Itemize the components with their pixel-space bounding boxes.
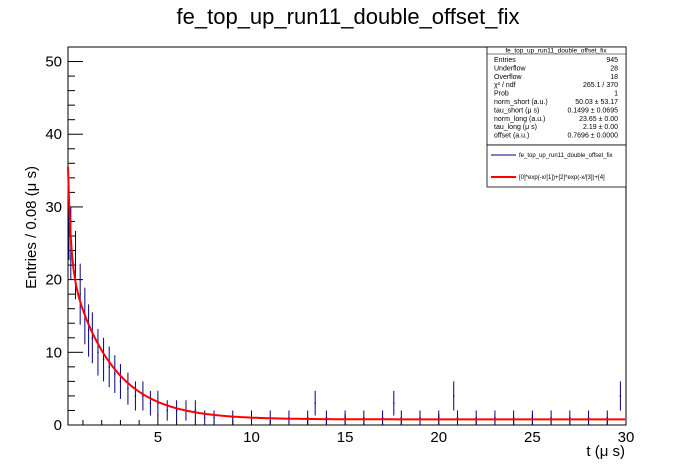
data-point	[194, 400, 197, 421]
y-axis-title: Entries / 0.08 (μ s)	[23, 166, 40, 289]
legend: fe_top_up_run11_double_offset_fix [0]*ex…	[486, 144, 627, 188]
stats-row-label: norm_short (a.u.)	[494, 99, 548, 106]
data-point	[400, 410, 403, 425]
data-point	[175, 400, 178, 421]
stats-row-label: χ² / ndf	[494, 82, 516, 89]
data-point	[438, 410, 440, 425]
stats-row-value: 265.1 / 370	[583, 82, 618, 89]
data-point	[587, 410, 590, 425]
stats-row-value: 0.1499 ± 0.0695	[567, 107, 618, 114]
stats-row-label: Entries	[494, 57, 516, 64]
data-point	[381, 410, 384, 425]
stats-row-value: 0.7696 ± 0.0000	[567, 133, 618, 140]
x-tick-label: 15	[337, 429, 354, 446]
data-point	[149, 390, 152, 416]
data-point	[452, 381, 455, 411]
x-tick-label: 10	[243, 429, 260, 446]
stats-box-title: fe_top_up_run11_double_offset_fix	[505, 48, 607, 55]
data-point	[475, 410, 477, 425]
stats-row-value: 2.19 ± 0.00	[583, 124, 618, 131]
data-point	[91, 312, 94, 364]
data-point	[213, 410, 215, 425]
x-tick-label: 20	[430, 429, 447, 446]
stats-row-label: offset (a.u.)	[494, 133, 529, 140]
x-tick-label: 25	[524, 429, 541, 446]
data-point	[114, 355, 116, 394]
stats-row-label: Overflow	[494, 74, 523, 81]
data-point	[314, 390, 316, 416]
stats-row-value: 18	[610, 74, 618, 81]
data-point	[512, 410, 515, 425]
y-tick-label: 50	[45, 54, 62, 71]
y-tick-label: 0	[54, 417, 62, 434]
data-point	[325, 410, 328, 425]
stats-row-label: tau_short (μ s)	[494, 107, 539, 114]
data-point	[102, 337, 105, 382]
data-point	[306, 410, 309, 425]
stats-row-label: Prob	[494, 91, 509, 98]
stats-row-label: Underflow	[494, 65, 526, 72]
axis-ticks: 5 10 15 20 25 30 0 10 20 30 40 50	[45, 54, 634, 446]
data-point	[550, 410, 552, 425]
legend-fit-label: [0]*exp(-x/[1])+[2]*exp(-x/[3])+[4]	[519, 175, 605, 181]
data-point	[108, 346, 110, 388]
y-tick-label: 10	[45, 344, 62, 361]
data-point	[142, 381, 144, 411]
y-tick-label: 40	[45, 126, 62, 143]
data-point	[419, 410, 421, 425]
data-point	[232, 410, 234, 425]
data-point	[87, 304, 90, 357]
data-point	[344, 410, 346, 425]
data-point	[166, 400, 168, 421]
data-point	[606, 410, 609, 425]
data-point	[569, 410, 571, 425]
stats-box: fe_top_up_run11_double_offset_fix Entrie…	[486, 46, 627, 146]
stats-row-label: norm_long (a.u.)	[494, 116, 545, 123]
data-point	[134, 381, 137, 411]
stats-row-value: 1	[614, 91, 618, 98]
data-series	[68, 182, 622, 425]
stats-row-label: tau_long (μ s)	[494, 124, 537, 131]
chart-title: fe_top_up_run11_double_offset_fix	[177, 4, 520, 29]
y-tick-label: 30	[45, 199, 62, 216]
data-point	[494, 410, 496, 425]
data-point	[619, 381, 622, 411]
stats-row-value: 50.03 ± 53.17	[575, 99, 618, 106]
x-tick-label: 30	[618, 429, 635, 446]
data-point	[363, 410, 365, 425]
fit-curve	[67, 166, 626, 421]
data-point	[119, 363, 122, 399]
stats-row-value: 23.65 ± 0.00	[579, 116, 618, 123]
stats-row-value: 945	[606, 57, 618, 64]
data-point	[456, 410, 459, 425]
data-point	[97, 329, 99, 376]
data-point	[127, 372, 129, 405]
data-point	[393, 390, 395, 416]
data-point	[79, 263, 81, 325]
y-tick-label: 20	[45, 272, 62, 289]
x-tick-label: 5	[154, 429, 162, 446]
legend-data-label: fe_top_up_run11_double_offset_fix	[519, 153, 613, 159]
data-point	[74, 230, 77, 300]
data-point	[531, 410, 534, 425]
stats-row-value: 28	[610, 65, 618, 72]
x-axis-title: t (μ s)	[586, 443, 625, 460]
